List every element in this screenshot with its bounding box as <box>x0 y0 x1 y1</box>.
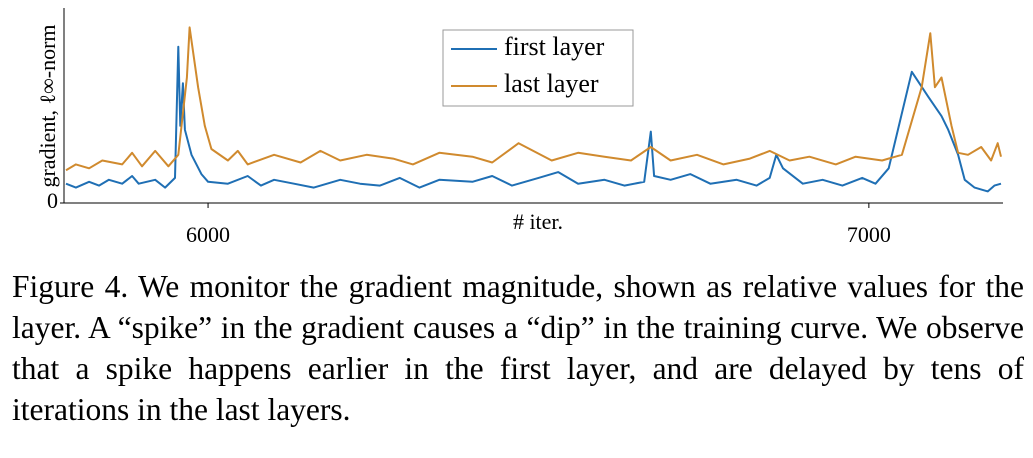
legend-box <box>442 29 634 107</box>
series-line <box>65 26 1002 172</box>
series-line <box>65 45 1002 193</box>
caption: Figure 4. We monitor the gradient magnit… <box>12 269 1024 427</box>
x-axis-label: # iter. <box>513 209 563 234</box>
legend-label: last layer <box>504 69 599 98</box>
y-tick-label: 0 <box>47 188 58 213</box>
y-axis-label: gradient, ℓ∞-norm <box>35 24 60 187</box>
x-tick-label: 7000 <box>847 222 891 247</box>
chart: gradient, ℓ∞-norm # iter. 6000 7000 0 first… <box>35 8 1003 247</box>
legend-label: first layer <box>504 32 605 61</box>
x-tick-label: 6000 <box>186 222 230 247</box>
